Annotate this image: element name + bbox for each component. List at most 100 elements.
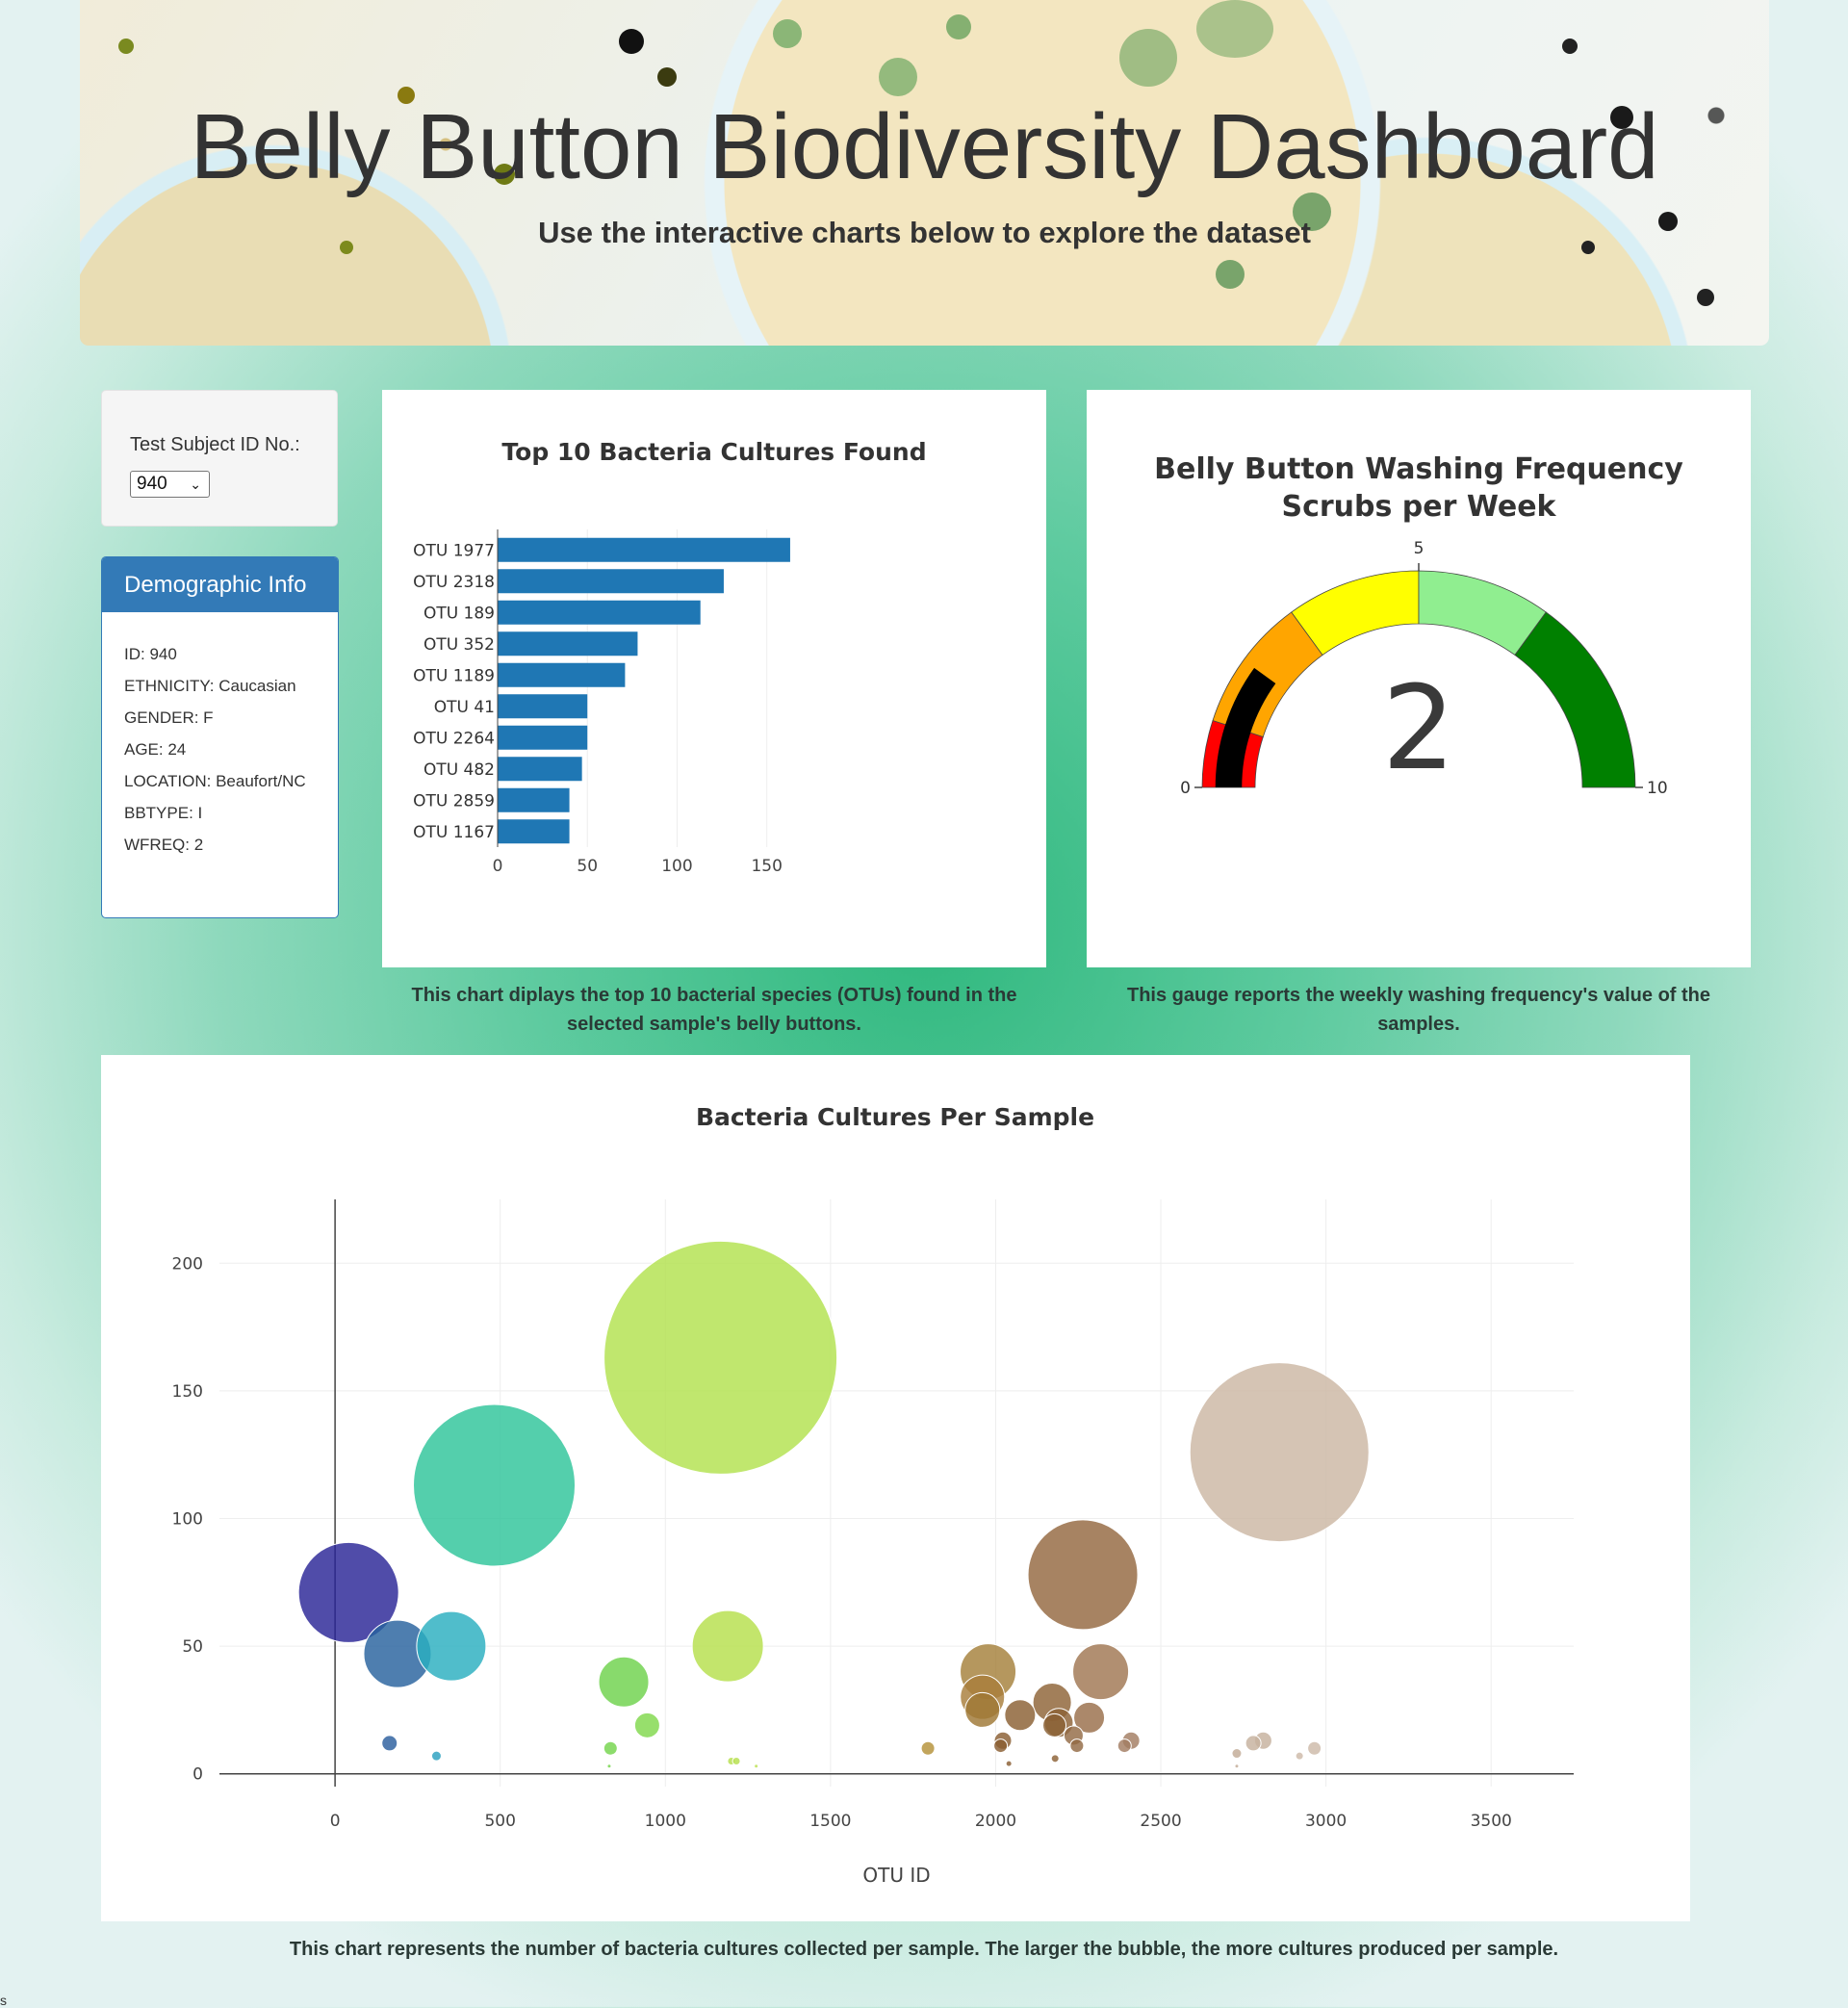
colony-decoration <box>398 87 415 104</box>
bubble-mark <box>416 1610 487 1682</box>
colony-decoration <box>773 19 802 48</box>
bubble-y-tick-label: 50 <box>182 1637 203 1657</box>
bubble-y-tick-label: 200 <box>172 1254 203 1274</box>
bubble-x-tick-label: 3000 <box>1305 1812 1347 1831</box>
colony-decoration <box>879 58 917 96</box>
bar-chart: Top 10 Bacteria Cultures Found 0 50 100 150 O… <box>413 438 926 876</box>
bubble-mark <box>603 1240 838 1475</box>
page-title: Belly Button Biodiversity Dashboard <box>190 95 1659 198</box>
bar-category-label: OTU 2859 <box>413 791 495 811</box>
bubble-mark <box>1231 1748 1243 1760</box>
bar-mark <box>498 757 582 782</box>
bubble-x-tick-label: 2500 <box>1140 1812 1181 1831</box>
demographic-info-list: ID: 940 ETHNICITY: Caucasian GENDER: F A… <box>124 646 317 868</box>
demo-row-age: AGE: 24 <box>124 740 187 759</box>
bar-x-tick-label: 100 <box>661 857 692 876</box>
bubble-mark <box>754 1763 759 1769</box>
colony-decoration <box>1697 289 1714 306</box>
bar-mark <box>498 662 626 687</box>
gauge-tick-label: 5 <box>1414 539 1424 558</box>
subject-id-dropdown[interactable]: 940 ⌄ <box>130 471 210 498</box>
corner-text: s <box>0 1993 7 2008</box>
bubble-chart-card: Bacteria Cultures Per Sample 0 500 1000 1500… <box>101 1055 1690 1921</box>
bubble-mark <box>633 1712 660 1738</box>
gauge-value-label: 2 <box>1382 662 1455 796</box>
colony-decoration <box>657 67 677 87</box>
bubble-x-tick-label: 1000 <box>645 1812 686 1831</box>
colony-decoration <box>619 29 644 54</box>
bubble-mark <box>1004 1699 1037 1732</box>
bubble-x-tick-label: 500 <box>484 1812 515 1831</box>
colony-decoration <box>1581 241 1595 254</box>
bar-chart-caption: This chart diplays the top 10 bacterial … <box>411 985 1017 1035</box>
bubble-mark <box>297 1541 399 1643</box>
gauge-chart-card: Belly Button Washing Frequency Scrubs per… <box>1087 390 1751 967</box>
bar-mark <box>498 725 588 750</box>
bubble-mark <box>603 1740 618 1756</box>
bar-x-tick-label: 0 <box>493 857 503 876</box>
demo-row-bbtype: BBTYPE: I <box>124 804 203 822</box>
bar-mark <box>498 537 790 562</box>
chevron-down-icon: ⌄ <box>190 476 201 492</box>
bar-x-tick-label: 150 <box>751 857 782 876</box>
gauge-tick-label: 10 <box>1647 779 1668 798</box>
bubble-x-tick-label: 0 <box>330 1812 341 1831</box>
bubble-mark <box>606 1763 612 1769</box>
bar-chart-card: Top 10 Bacteria Cultures Found 0 50 100 150 O… <box>382 390 1046 967</box>
bubble-mark <box>1295 1751 1304 1761</box>
bubble-mark <box>381 1735 398 1752</box>
bubble-mark <box>1069 1738 1085 1754</box>
demo-row-id: ID: 940 <box>124 645 177 663</box>
colony-decoration <box>1658 212 1678 231</box>
bar-category-label: OTU 2318 <box>413 573 495 592</box>
bubble-chart-caption: This chart represents the number of bact… <box>289 1939 1559 1960</box>
bar-chart-title: Top 10 Bacteria Cultures Found <box>501 438 926 466</box>
gauge-value-bar <box>1215 667 1276 787</box>
bar-mark <box>498 569 724 594</box>
demo-row-gender: GENDER: F <box>124 708 214 727</box>
bar-category-label: OTU 352 <box>424 635 495 655</box>
bubble-y-tick-label: 0 <box>192 1765 203 1785</box>
colony-decoration <box>1216 260 1245 289</box>
colony-decoration <box>118 39 134 54</box>
bar-category-label: OTU 1167 <box>413 823 495 842</box>
bubble-mark <box>1042 1712 1067 1738</box>
bubble-mark <box>1234 1763 1240 1769</box>
gauge-tick-label: 0 <box>1180 779 1191 798</box>
bubble-chart-title: Bacteria Cultures Per Sample <box>696 1103 1094 1131</box>
demo-row-ethnicity: ETHNICITY: Caucasian <box>124 677 296 695</box>
subject-selector-label: Test Subject ID No.: <box>130 434 300 455</box>
bar-category-label: OTU 482 <box>424 760 495 780</box>
bar-mark <box>498 787 570 812</box>
colony-decoration <box>946 14 971 39</box>
bubble-x-tick-label: 2000 <box>975 1812 1016 1831</box>
bar-x-tick-label: 50 <box>577 857 598 876</box>
bubble-x-tick-label: 3500 <box>1471 1812 1512 1831</box>
bar-mark <box>498 631 638 656</box>
bubble-mark <box>1245 1735 1262 1752</box>
colony-decoration <box>1610 106 1633 129</box>
bubble-x-axis-title: OTU ID <box>862 1864 930 1887</box>
colony-decoration <box>340 241 353 254</box>
colony-decoration <box>1293 193 1331 231</box>
colony-decoration <box>1119 29 1177 87</box>
demo-row-wfreq: WFREQ: 2 <box>124 836 204 854</box>
bar-mark <box>498 819 570 844</box>
gauge-subtitle: Scrubs per Week <box>1281 490 1556 524</box>
bubble-x-tick-label: 1500 <box>809 1812 851 1831</box>
bar-mark <box>498 694 588 719</box>
gauge-title: Belly Button Washing Frequency <box>1154 452 1683 486</box>
bubble-mark <box>691 1609 764 1683</box>
bubble-mark <box>1073 1701 1106 1734</box>
bubble-mark <box>598 1656 650 1708</box>
bar-category-label: OTU 2264 <box>413 729 495 748</box>
demo-row-location: LOCATION: Beaufort/NC <box>124 772 306 790</box>
bubble-mark <box>1072 1643 1130 1701</box>
bar-category-label: OTU 1977 <box>413 541 495 560</box>
bubble-mark <box>732 1756 741 1765</box>
bubble-mark <box>993 1738 1009 1754</box>
demographic-info-panel: Demographic Info ID: 940 ETHNICITY: Cauc… <box>101 556 339 918</box>
bar-category-label: OTU 41 <box>434 698 495 717</box>
bar-mark <box>498 600 701 625</box>
